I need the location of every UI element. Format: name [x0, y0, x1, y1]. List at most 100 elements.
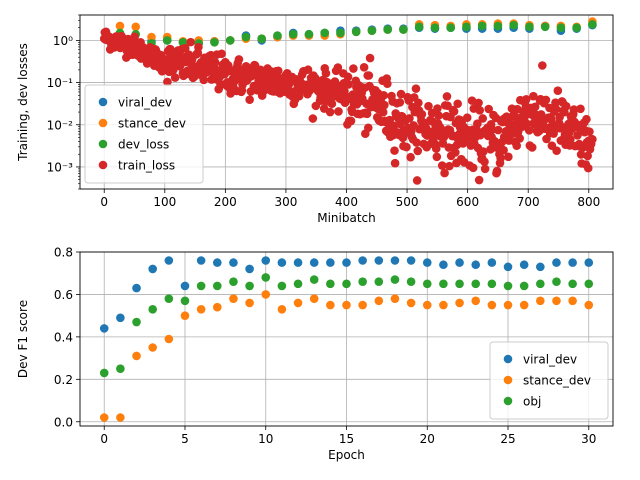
point-obj — [487, 279, 497, 289]
point-train_loss — [163, 77, 172, 87]
point-train_loss — [504, 152, 513, 162]
point-stance_dev — [147, 32, 156, 42]
legend-box — [489, 341, 609, 420]
point-viral_dev — [358, 256, 367, 265]
point-train_loss — [194, 42, 203, 52]
point-dev_loss — [241, 32, 251, 42]
point-train_loss — [364, 71, 374, 80]
point-dev_loss — [540, 22, 550, 32]
point-train_loss — [327, 99, 337, 109]
point-train_loss — [583, 163, 593, 173]
point-obj — [326, 279, 335, 289]
point-stance_dev — [293, 298, 303, 308]
point-stance_dev — [261, 290, 271, 299]
point-train_loss — [346, 116, 356, 126]
point-train_loss — [576, 104, 585, 114]
point-viral_dev — [277, 258, 287, 267]
point-obj — [519, 281, 529, 291]
point-obj — [422, 279, 432, 289]
point-train_loss — [467, 96, 477, 105]
point-obj — [568, 279, 577, 289]
ticks: 0 5 10 15 20 25 30 0.0 0.2 0.4 0.6 0.8 — [54, 246, 597, 447]
point-train_loss — [169, 65, 178, 75]
point-train_loss — [383, 79, 392, 89]
point-dev_loss — [304, 29, 314, 39]
point-stance_dev — [439, 300, 448, 310]
point-train_loss — [359, 62, 369, 72]
series-dev_loss — [115, 20, 597, 48]
point-viral_dev — [519, 260, 529, 270]
point-train_loss — [538, 61, 547, 70]
point-dev_loss — [367, 26, 377, 35]
point-train_loss — [468, 163, 478, 173]
point-dev_loss — [446, 23, 455, 32]
point-dev_loss — [210, 38, 219, 47]
point-train_loss — [551, 104, 561, 114]
y-tick-label: 10⁻¹ — [47, 76, 74, 90]
point-viral_dev — [164, 256, 174, 265]
x-tick-label: 700 — [517, 195, 540, 209]
point-viral_dev — [439, 260, 448, 270]
point-train_loss — [569, 105, 579, 114]
point-dev_loss — [320, 28, 329, 38]
point-dev_loss — [493, 21, 503, 31]
point-stance_dev — [148, 343, 157, 352]
point-viral_dev — [422, 258, 432, 267]
point-obj — [342, 279, 351, 289]
point-train_loss — [442, 92, 452, 101]
bottom-f1-chart: 0 5 10 15 20 25 30 0.0 0.2 0.4 0.6 0.8 Epoch Dev F1 s… — [16, 246, 614, 462]
point-train_loss — [186, 37, 195, 47]
point-dev_loss — [572, 23, 581, 32]
y-tick-label: 10⁻² — [47, 118, 74, 132]
point-train_loss — [321, 69, 331, 78]
point-dev_loss — [225, 36, 235, 45]
point-dev_loss — [288, 29, 298, 39]
point-viral_dev — [309, 258, 319, 267]
point-train_loss — [413, 146, 423, 156]
point-obj — [212, 281, 222, 291]
point-train_loss — [349, 64, 358, 73]
point-train_loss — [474, 98, 483, 108]
point-train_loss — [210, 58, 220, 67]
point-dev_loss — [462, 22, 471, 32]
point-train_loss — [424, 101, 433, 111]
point-train_loss — [582, 114, 591, 124]
data-points — [99, 256, 594, 422]
legend-label: stance_dev — [523, 374, 591, 388]
point-viral_dev — [212, 258, 222, 267]
x-axis-label: Epoch — [328, 448, 365, 462]
x-axis-label: Minibatch — [317, 211, 376, 225]
point-stance_dev — [358, 300, 367, 310]
point-viral_dev — [229, 258, 238, 267]
point-obj — [406, 277, 416, 287]
point-viral_dev — [99, 324, 109, 333]
point-train_loss — [396, 89, 406, 99]
point-train_loss — [411, 84, 421, 93]
point-obj — [293, 279, 303, 289]
point-viral_dev — [390, 256, 400, 265]
point-dev_loss — [525, 22, 534, 32]
point-viral_dev — [326, 258, 335, 267]
point-train_loss — [449, 107, 459, 116]
point-train_loss — [303, 65, 313, 75]
legend-label: dev_loss — [118, 138, 169, 152]
point-obj — [229, 277, 238, 287]
point-train_loss — [389, 121, 399, 131]
point-viral_dev — [471, 260, 481, 270]
y-axis-label: Dev F1 score — [16, 300, 30, 378]
point-train_loss — [512, 141, 522, 150]
point-dev_loss — [556, 23, 566, 32]
point-dev_loss — [588, 20, 597, 29]
point-obj — [180, 296, 190, 306]
point-train_loss — [414, 98, 423, 108]
point-stance_dev — [326, 300, 335, 310]
point-stance_dev — [132, 351, 141, 361]
x-tick-label: 20 — [420, 432, 435, 446]
y-tick-label: 10⁻³ — [47, 160, 74, 174]
point-obj — [374, 277, 384, 287]
legend-label: obj — [523, 395, 541, 409]
legend-label: stance_dev — [118, 117, 186, 131]
y-tick-label: 0.8 — [54, 246, 73, 260]
point-train_loss — [583, 151, 592, 161]
point-train_loss — [433, 104, 442, 113]
